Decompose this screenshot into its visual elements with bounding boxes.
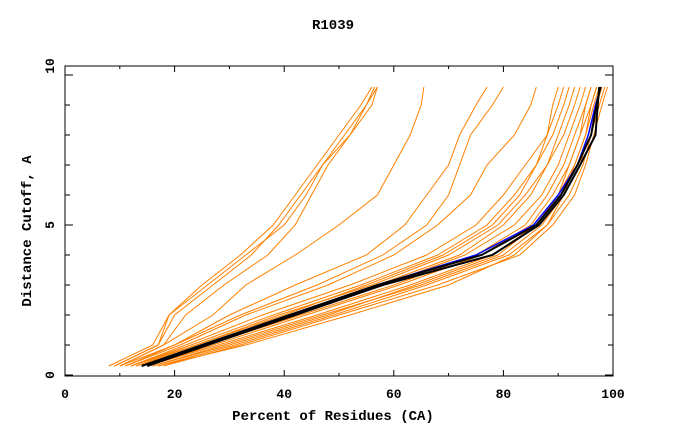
series-line-highlight-black-24 bbox=[146, 86, 601, 367]
series-line-model-12 bbox=[136, 86, 592, 367]
series-layer bbox=[108, 86, 608, 367]
series-line-model-0 bbox=[108, 86, 373, 367]
y-tick-label: 5 bbox=[43, 221, 58, 229]
series-line-model-5 bbox=[125, 86, 488, 367]
series-line-model-6 bbox=[119, 86, 504, 367]
axes: 0 20 40 60 80 100 0 5 10 bbox=[43, 58, 625, 402]
series-line-model-2 bbox=[114, 86, 376, 367]
y-tick-label: 0 bbox=[43, 371, 58, 379]
series-line-model-13 bbox=[147, 86, 598, 367]
x-tick-label: 40 bbox=[276, 387, 292, 402]
plot-frame bbox=[64, 65, 614, 377]
series-line-model-10 bbox=[136, 86, 581, 367]
x-tick-label: 60 bbox=[386, 387, 402, 402]
series-line-model-21 bbox=[158, 86, 598, 367]
x-tick-label: 100 bbox=[601, 387, 625, 402]
series-line-model-18 bbox=[141, 86, 576, 367]
series-line-model-20 bbox=[130, 86, 559, 367]
y-tick-label: 10 bbox=[43, 58, 58, 74]
series-line-model-7 bbox=[125, 86, 537, 367]
series-line-model-17 bbox=[163, 86, 608, 367]
chart-title: R1039 bbox=[312, 18, 354, 34]
series-line-model-19 bbox=[152, 86, 592, 367]
series-line-model-8 bbox=[130, 86, 565, 367]
series-line-model-1 bbox=[114, 86, 378, 367]
y-axis-label: Distance Cutoff, A bbox=[20, 155, 36, 307]
x-tick-label: 20 bbox=[167, 387, 183, 402]
series-line-model-9 bbox=[130, 86, 570, 367]
series-line-model-3 bbox=[119, 86, 378, 367]
series-line-model-4 bbox=[119, 86, 425, 367]
series-line-highlight-black-23 bbox=[141, 86, 602, 367]
x-tick-label: 0 bbox=[61, 387, 69, 402]
x-tick-label: 80 bbox=[496, 387, 512, 402]
x-axis-label: Percent of Residues (CA) bbox=[232, 409, 434, 425]
series-line-model-11 bbox=[141, 86, 587, 367]
